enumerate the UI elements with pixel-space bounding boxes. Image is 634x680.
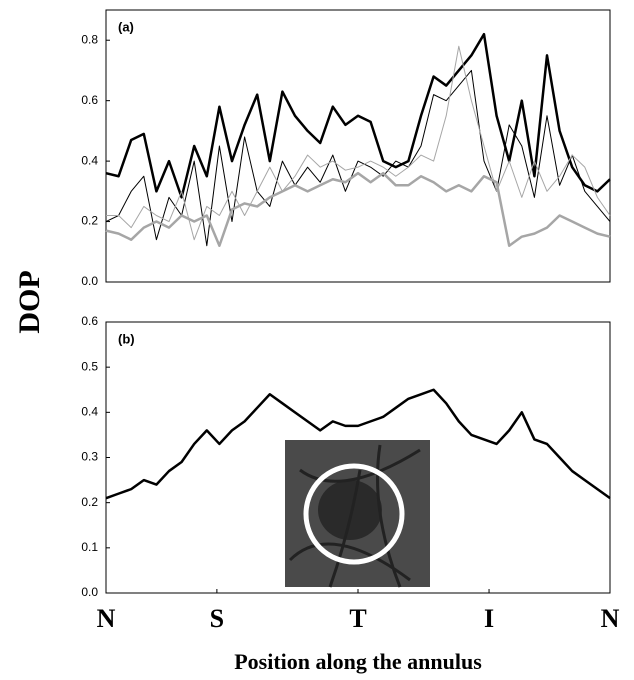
- x-axis-label: Position along the annulus: [234, 649, 482, 674]
- optic-disc: [318, 480, 382, 540]
- y-tick-label: 0.4: [81, 153, 98, 167]
- vessels: [288, 444, 421, 588]
- fundus-inset: [285, 440, 430, 588]
- panel-label: (a): [118, 19, 134, 34]
- y-tick-label: 0.3: [81, 450, 98, 464]
- y-tick-label: 0.8: [81, 32, 98, 46]
- data-line: [105, 171, 611, 247]
- y-tick-label: 0.1: [81, 540, 98, 554]
- x-tick-label: N: [601, 604, 620, 633]
- y-tick-label: 0.4: [81, 405, 98, 419]
- x-tick-label: N: [97, 604, 116, 633]
- x-tick-label: I: [484, 604, 494, 633]
- y-tick-label: 0.0: [81, 585, 98, 599]
- data-line: [105, 388, 611, 500]
- y-tick-label: 0.2: [81, 214, 98, 228]
- y-tick-label: 0.5: [81, 359, 98, 373]
- y-tick-label: 0.0: [81, 274, 98, 288]
- data-line: [106, 45, 611, 241]
- data-line: [105, 69, 611, 247]
- y-tick-label: 0.6: [81, 93, 98, 107]
- panel-label: (b): [118, 331, 135, 346]
- data-line: [105, 32, 611, 199]
- x-tick-label: T: [349, 604, 366, 633]
- y-axis-label: DOP: [13, 270, 46, 333]
- x-tick-label: S: [210, 604, 224, 633]
- annulus-circle: [303, 463, 405, 565]
- y-tick-label: 0.2: [81, 495, 98, 509]
- y-tick-label: 0.6: [81, 314, 98, 328]
- plot-frame: [105, 9, 611, 283]
